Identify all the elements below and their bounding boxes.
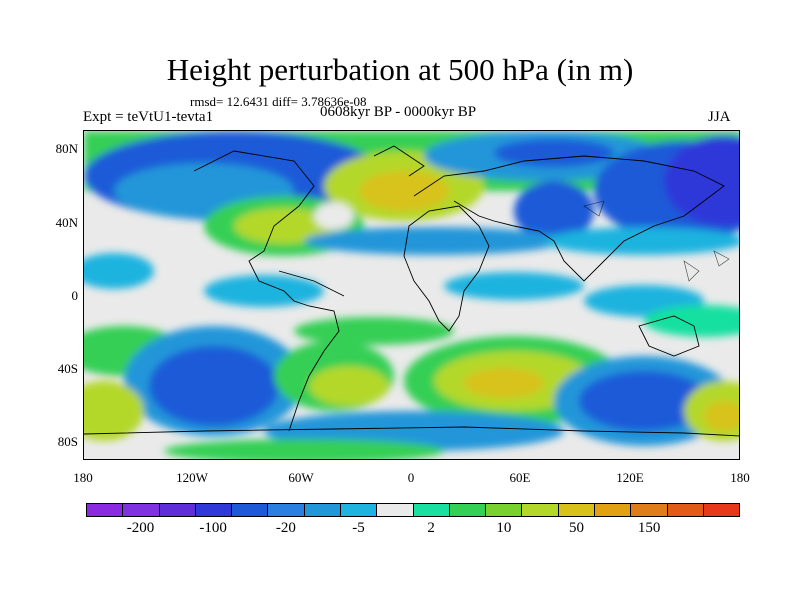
colorbar-label: -100: [199, 520, 227, 536]
lat-label-40s: 40S: [57, 361, 78, 376]
colorbar-swatch: [558, 504, 595, 516]
colorbar-swatch: [195, 504, 233, 516]
map-panel: [83, 130, 740, 460]
lon-label-60e: 60E: [509, 470, 531, 485]
colorbar-swatch: [522, 504, 559, 516]
lon-label-120w: 120W: [176, 470, 208, 485]
period-label: 0608kyr BP - 0000kyr BP: [320, 104, 477, 120]
lat-label-80n: 80N: [55, 141, 78, 156]
colorbar-label: 50: [569, 520, 584, 536]
contour-fills: [84, 131, 739, 459]
season-label: JJA: [708, 109, 731, 125]
colorbar-swatch: [340, 504, 378, 516]
colorbar: [86, 503, 740, 517]
experiment-label: Expt = teVtU1-tevta1: [83, 109, 214, 125]
lat-label-80s: 80S: [57, 434, 78, 449]
colorbar-label: -200: [126, 520, 155, 536]
colorbar-swatch: [594, 504, 632, 516]
colorbar-label: 150: [637, 520, 661, 536]
colorbar-swatch: [667, 504, 704, 516]
lat-label-40n: 40N: [55, 215, 78, 230]
plot-title: Height perturbation at 500 hPa (in m): [166, 52, 634, 87]
islands: [583, 200, 730, 282]
colorbar-swatch: [377, 504, 414, 516]
colorbar-label: -5: [352, 520, 365, 536]
colorbar-swatch: [486, 504, 523, 516]
colorbar-label: -20: [275, 520, 296, 536]
colorbar-swatch: [703, 504, 740, 516]
colorbar-swatch: [449, 504, 487, 516]
colorbar-label: 2: [427, 520, 435, 536]
lon-label-120e: 120E: [616, 470, 644, 485]
lat-label-0: 0: [71, 288, 79, 303]
colorbar-swatch: [304, 504, 341, 516]
colorbar-swatch: [159, 504, 196, 516]
colorbar-swatch: [87, 504, 124, 516]
contour-map: [84, 131, 739, 459]
stats-text: rmsd= 12.6431 diff= 3.78636e-08: [190, 94, 367, 109]
colorbar-swatch: [413, 504, 450, 516]
lon-label-0: 0: [407, 470, 415, 485]
lon-label-180w: 180: [73, 470, 93, 485]
lon-label-180e: 180: [730, 470, 750, 485]
lon-label-60w: 60W: [288, 470, 314, 485]
colorbar-swatch: [123, 504, 160, 516]
colorbar-label: 10: [496, 520, 512, 536]
colorbar-swatch: [268, 504, 305, 516]
colorbar-swatch: [631, 504, 668, 516]
colorbar-swatch: [232, 504, 269, 516]
coastlines: [84, 145, 739, 437]
